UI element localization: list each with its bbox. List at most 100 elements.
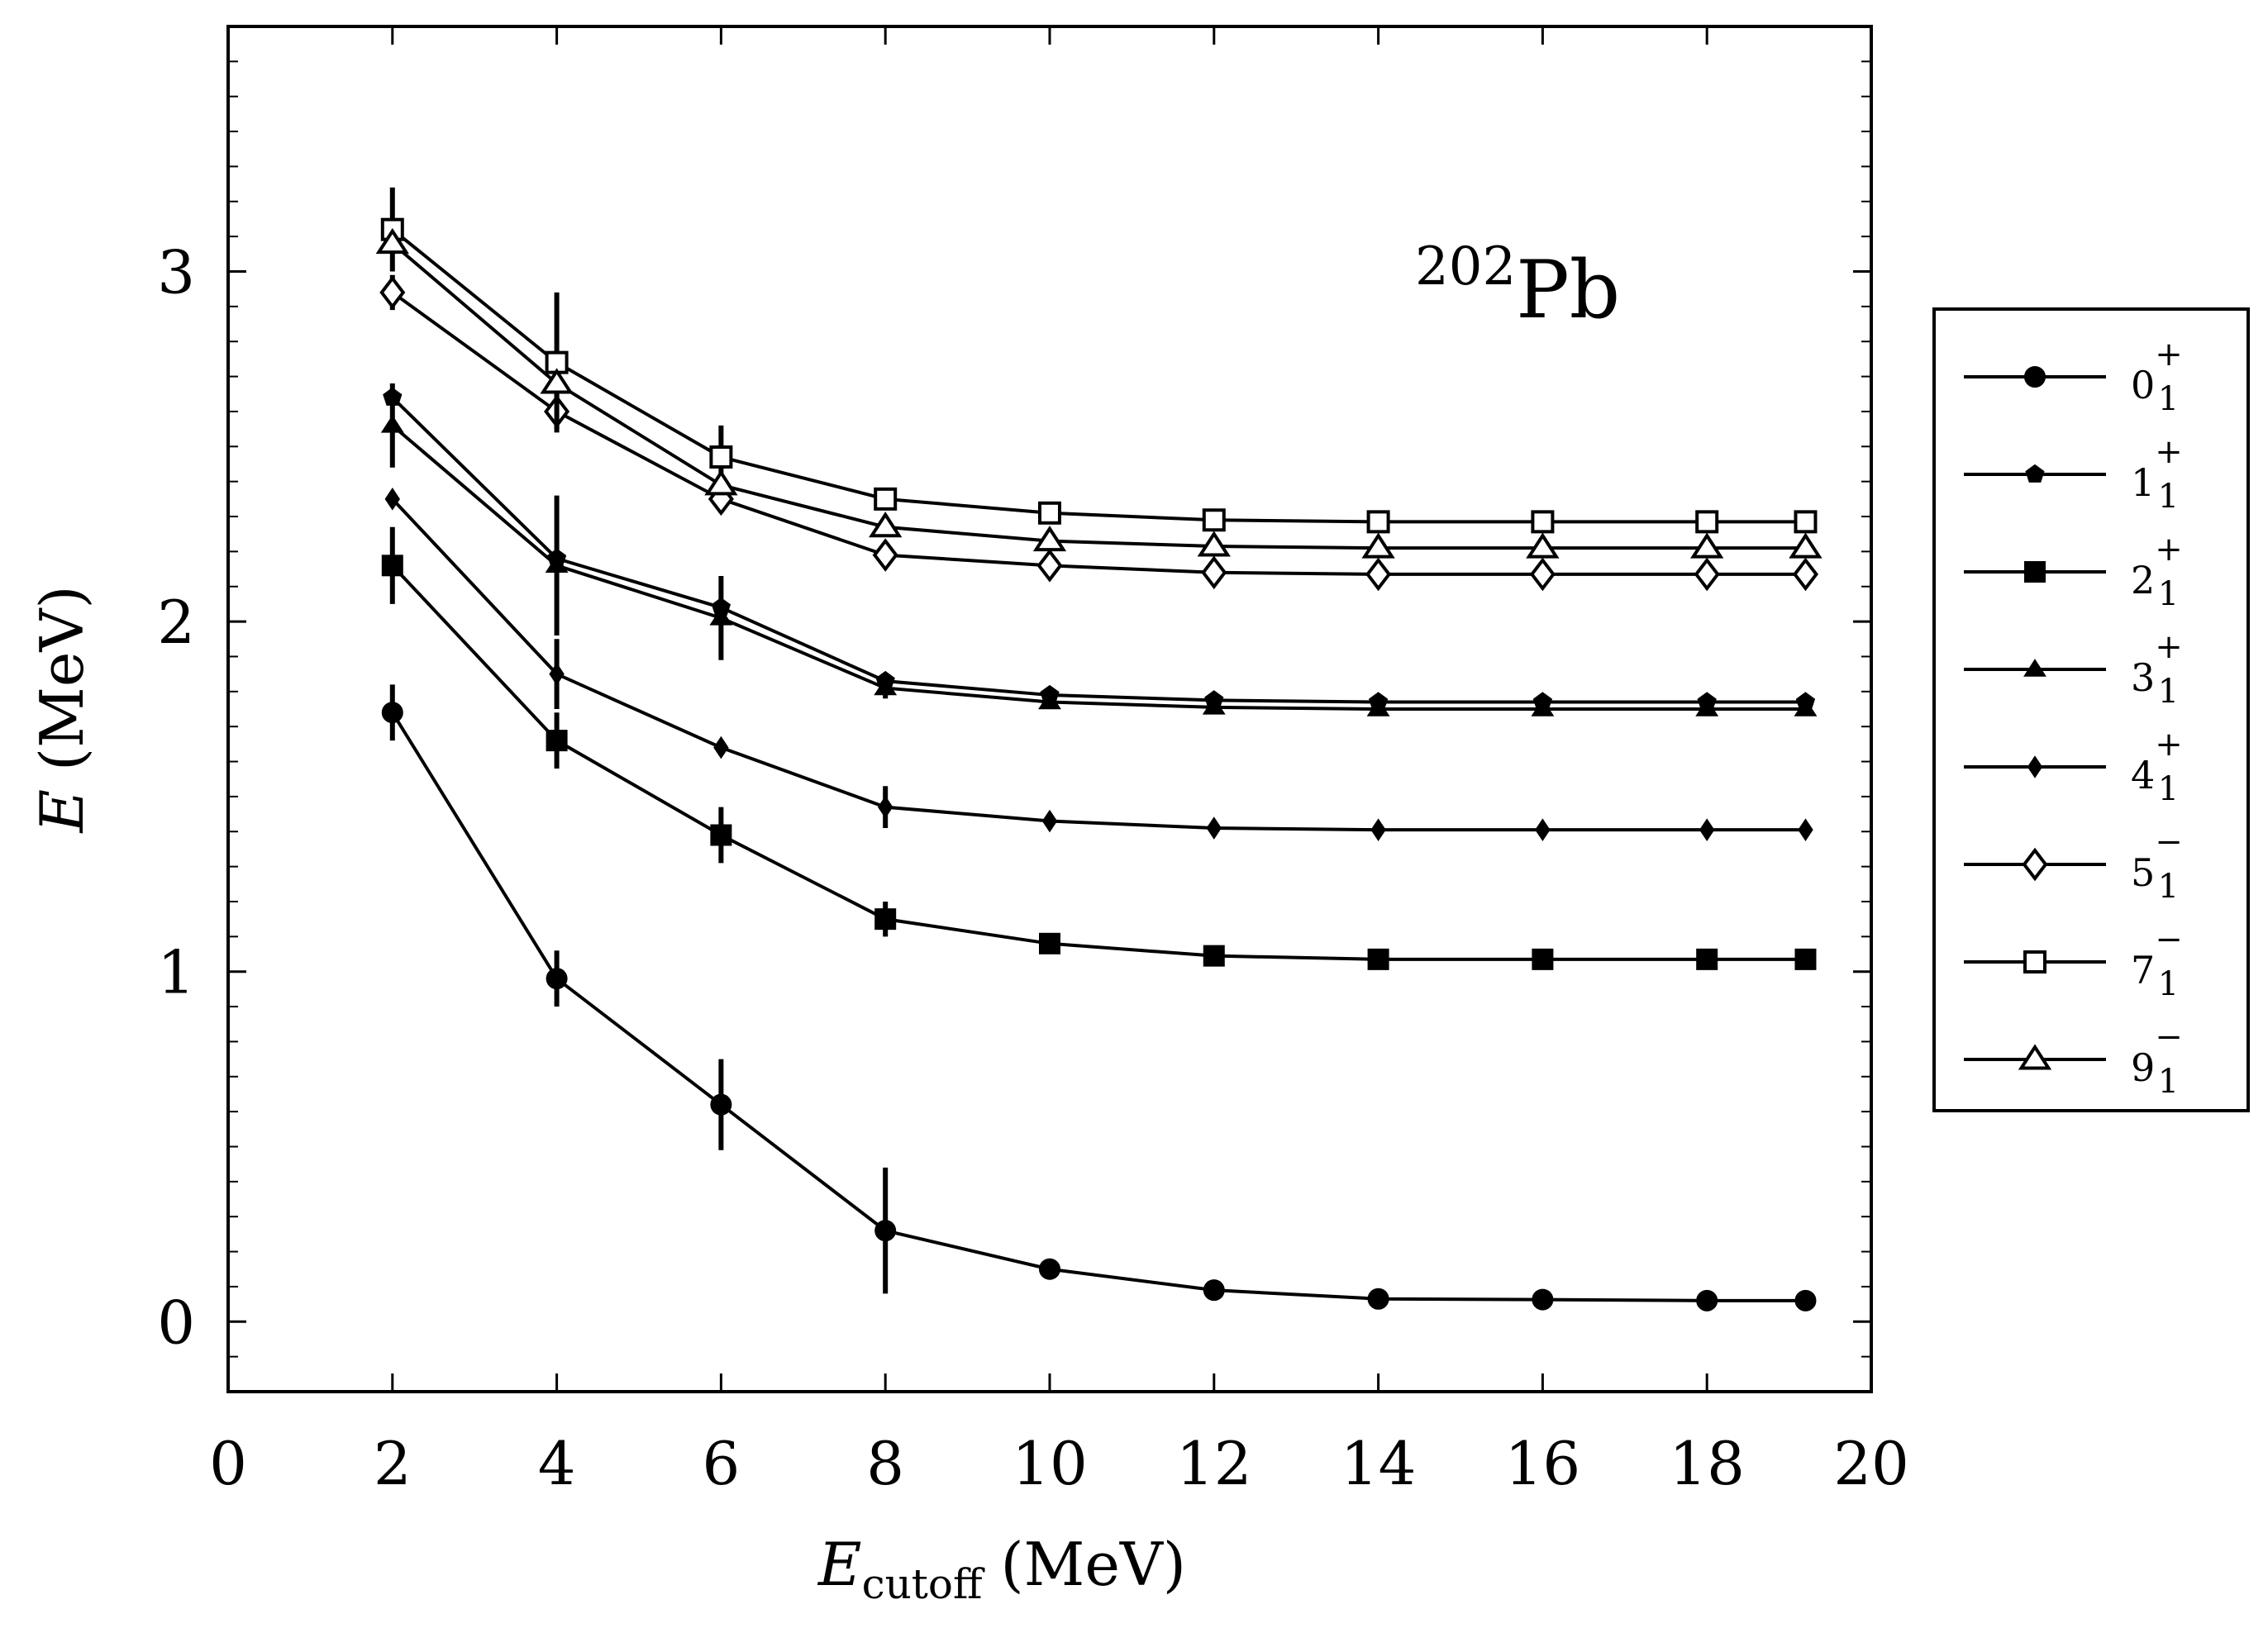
data-point (874, 677, 898, 696)
data-point (1532, 948, 1554, 970)
data-point (869, 512, 903, 538)
y-tick-label: 3 (157, 238, 195, 307)
data-point (1794, 948, 1817, 970)
legend-label-spin: 9 (2131, 1045, 2155, 1090)
legend-label: 4+ 1 (2131, 726, 2183, 808)
data-point (381, 702, 403, 724)
data-point (379, 275, 406, 310)
data-point (1792, 557, 1818, 592)
data-point (1032, 525, 1067, 552)
data-point (874, 908, 897, 931)
legend-marker (2023, 950, 2046, 973)
series-01-plus (381, 684, 1817, 1311)
legend-label-index: 1 (2158, 1063, 2179, 1101)
data-point (1206, 816, 1222, 840)
legend-entry: 5− 1 (1964, 823, 2183, 906)
data-point (1197, 531, 1231, 557)
legend-label-parity: + (2155, 433, 2183, 471)
data-point (709, 445, 733, 469)
data-point (1201, 555, 1227, 590)
legend-marker (2025, 464, 2045, 483)
series-line (391, 564, 1806, 961)
data-point (1367, 948, 1389, 970)
series-31-plus (380, 383, 1818, 716)
legend-label-index: 1 (2158, 575, 2179, 613)
x-tick-label: 10 (1012, 1429, 1088, 1498)
x-tick-label: 8 (866, 1429, 904, 1498)
x-axis-title-main: E (817, 1530, 862, 1599)
data-point (1529, 557, 1556, 592)
legend-marker (2018, 1044, 2052, 1070)
x-tick-label: 18 (1669, 1429, 1745, 1498)
data-point (1789, 532, 1822, 559)
data-point (1699, 818, 1715, 841)
legend-label-parity: + (2155, 531, 2183, 569)
data-point (1039, 1258, 1060, 1280)
legend-label-spin: 3 (2131, 655, 2155, 700)
legend-label-spin: 2 (2131, 558, 2155, 602)
data-point (1202, 697, 1226, 715)
data-point (540, 368, 574, 394)
data-point (1041, 809, 1058, 833)
data-point (549, 662, 565, 686)
data-point (1535, 818, 1551, 841)
data-point (546, 968, 568, 990)
legend-label-spin: 0 (2131, 363, 2155, 407)
x-axis-title-sub: cutoff (862, 1560, 985, 1608)
data-point (874, 487, 898, 511)
data-point (1531, 698, 1555, 716)
legend-label: 9− 1 (2131, 1018, 2183, 1101)
legend-label-index: 1 (2158, 478, 2179, 516)
data-point (380, 415, 404, 433)
data-point (1532, 1288, 1554, 1311)
data-point (1794, 1289, 1817, 1311)
x-tick-label: 4 (538, 1429, 576, 1498)
y-tick-label: 1 (157, 938, 195, 1007)
series-41-plus (384, 488, 1813, 841)
legend-label-parity: − (2155, 1018, 2183, 1056)
legend-label-parity: + (2155, 336, 2183, 374)
legend-label-index: 1 (2158, 673, 2179, 711)
data-point (1531, 510, 1555, 534)
legend-entry: 1+ 1 (1964, 433, 2183, 516)
data-point (1036, 549, 1063, 583)
series-line (391, 396, 1806, 704)
data-point (1694, 557, 1720, 592)
legend-label-spin: 4 (2131, 753, 2155, 797)
x-tick-label: 12 (1176, 1429, 1252, 1498)
legend-marker (2027, 755, 2043, 778)
data-point (872, 538, 898, 572)
data-point (381, 555, 403, 577)
series-line (391, 424, 1806, 711)
series-line (391, 291, 1806, 576)
data-point (545, 555, 569, 574)
legend-entry: 2+ 1 (1964, 531, 2183, 613)
axis-ticks (226, 26, 1873, 1392)
series-line (391, 228, 1806, 524)
series-line (391, 497, 1806, 832)
legend-label-index: 1 (2158, 380, 2179, 418)
data-point (1526, 532, 1560, 559)
data-point (874, 1220, 897, 1242)
data-point (704, 469, 738, 496)
x-axis-title: Ecutoff (MeV) (817, 1530, 1186, 1608)
data-point (1203, 945, 1225, 967)
data-point (710, 1093, 732, 1116)
data-point (1695, 510, 1719, 534)
series-line (391, 242, 1806, 550)
data-point (1695, 698, 1719, 716)
y-axis-title-unit: (MeV) (27, 585, 97, 771)
x-tick-label: 2 (374, 1429, 412, 1498)
data-point (1366, 510, 1390, 534)
data-point (877, 795, 893, 819)
y-axis-title-main: E (27, 789, 97, 835)
data-point (1367, 1288, 1389, 1310)
legend-label: 2+ 1 (2131, 531, 2183, 613)
y-tick-label: 2 (157, 588, 195, 657)
data-point (1690, 532, 1724, 559)
x-tick-label: 16 (1505, 1429, 1581, 1498)
legend-marker (2024, 561, 2046, 583)
data-point (1366, 698, 1390, 716)
